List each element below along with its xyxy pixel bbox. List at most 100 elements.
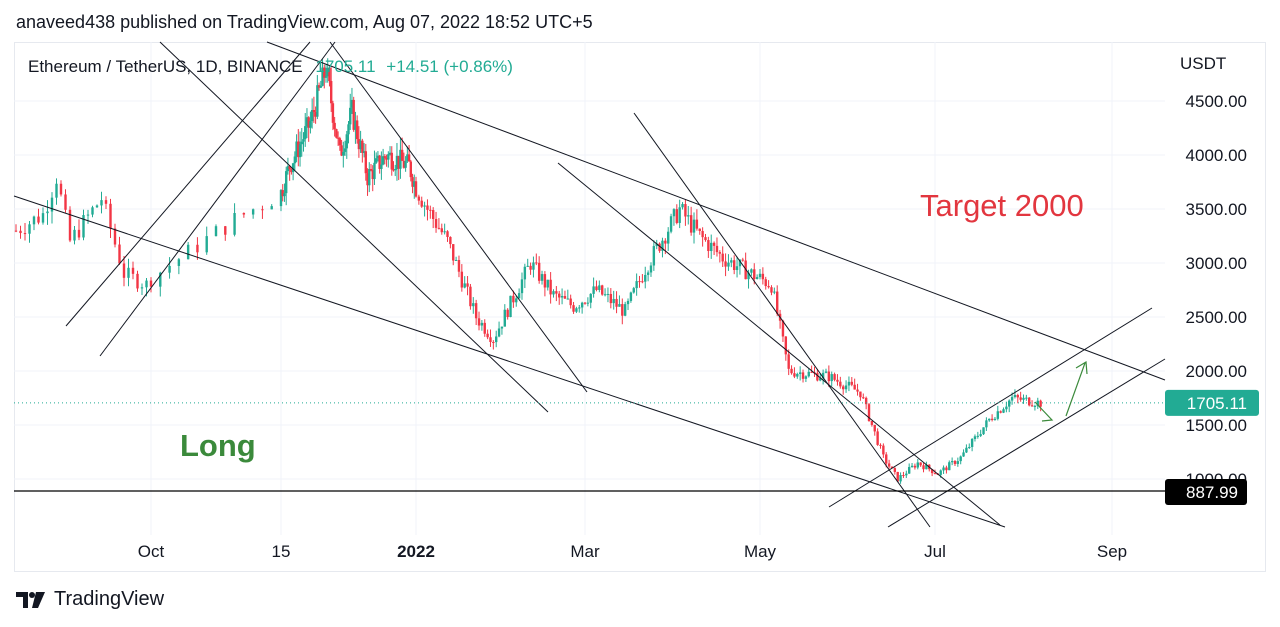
projection-arrow-down	[1034, 401, 1054, 422]
candle-body	[390, 152, 393, 170]
candle-body	[316, 85, 319, 117]
price-tick-label: 2000.00	[1186, 362, 1247, 381]
candle-body	[796, 373, 799, 377]
price-tick-label: 2500.00	[1186, 308, 1247, 327]
candle-body	[990, 418, 994, 420]
candle-body	[965, 447, 968, 453]
candle-body	[1019, 397, 1022, 400]
candle-body	[520, 279, 524, 294]
trend-line	[13, 195, 1006, 528]
candle-body	[349, 107, 352, 125]
candle-body	[331, 103, 335, 123]
candle-body	[715, 245, 719, 253]
candle-body	[388, 152, 392, 155]
candle-body	[712, 242, 716, 246]
candle-body	[437, 227, 441, 229]
support-badge	[1165, 479, 1247, 505]
candle-body	[145, 280, 148, 288]
candle-body	[343, 148, 347, 152]
candle-body	[850, 381, 854, 385]
candle-body	[302, 139, 305, 142]
candle-body	[655, 243, 658, 247]
candle-body	[426, 205, 429, 210]
candle-body	[907, 466, 911, 474]
candle-body	[672, 209, 676, 217]
time-tick-label: 15	[272, 542, 291, 561]
time-tick-label: Sep	[1097, 542, 1127, 561]
candle-body	[297, 141, 300, 158]
candle-body	[962, 452, 965, 457]
price-tick-label: 4500.00	[1186, 92, 1247, 111]
candle-body	[572, 305, 575, 312]
candle-body	[1002, 409, 1005, 413]
candle-body	[434, 218, 438, 228]
candle-body	[787, 354, 790, 369]
candle-body	[361, 140, 364, 153]
candle-body	[291, 163, 295, 173]
candle-body	[431, 210, 435, 219]
candle-body	[131, 267, 135, 274]
candle-body	[615, 298, 618, 307]
tradingview-brand: TradingView	[54, 588, 165, 610]
candle-body	[537, 262, 541, 281]
candle-body	[309, 121, 312, 128]
candle-body	[704, 237, 707, 241]
candle-body	[529, 265, 532, 270]
candle-body	[477, 318, 481, 326]
candle-body	[687, 215, 690, 217]
candle-body	[1036, 400, 1039, 406]
candle-body	[905, 473, 908, 476]
candle-body	[400, 149, 404, 161]
candle-body	[523, 266, 527, 280]
candle-body	[317, 85, 321, 88]
candle-body	[738, 259, 742, 267]
candle-body	[732, 260, 736, 271]
candle-body	[376, 155, 380, 159]
candle-body	[214, 226, 218, 237]
candle-body	[988, 418, 991, 421]
candle-body	[844, 385, 848, 390]
candle-body	[1039, 400, 1042, 407]
candle-body	[378, 155, 381, 169]
candle-body	[359, 140, 362, 150]
candle-body	[186, 244, 190, 260]
candle-body	[506, 309, 509, 318]
candle-body	[402, 160, 406, 168]
candle-body	[942, 467, 945, 471]
candle-body	[646, 272, 650, 275]
candle-body	[300, 141, 303, 145]
candle-body	[603, 294, 607, 296]
candle-body	[807, 371, 810, 377]
candle-body	[251, 209, 255, 215]
candle-body	[261, 209, 264, 211]
tradingview-footer[interactable]: TradingView	[16, 588, 164, 611]
candle-body	[982, 427, 985, 435]
candle-body	[371, 170, 374, 180]
candle-body	[122, 263, 126, 278]
candle-body	[658, 243, 661, 251]
currency-label: USDT	[1180, 54, 1227, 73]
candle-body	[409, 161, 413, 178]
candle-body	[333, 122, 336, 130]
candle-body	[283, 193, 286, 197]
candle-body	[472, 303, 475, 307]
symbol-legend[interactable]: Ethereum / TetherUS, 1D, BINANCE 1705.11…	[28, 57, 513, 77]
candle-body	[515, 298, 518, 303]
candle-body	[342, 151, 345, 156]
projection-arrow-up	[1065, 362, 1086, 417]
candle-body	[985, 420, 988, 428]
candle-body	[623, 304, 627, 316]
candle-body	[612, 298, 615, 304]
candle-body	[37, 216, 40, 223]
candle-body	[1005, 406, 1008, 410]
candle-body	[893, 468, 897, 472]
candle-body	[298, 144, 302, 158]
candle-body	[314, 112, 317, 117]
candle-body	[500, 326, 504, 329]
candle-body	[758, 273, 762, 278]
legend-change: +14.51 (+0.86%)	[386, 57, 513, 76]
candle-body	[423, 205, 426, 207]
candle-body	[1010, 397, 1014, 401]
candle-body	[798, 372, 802, 374]
